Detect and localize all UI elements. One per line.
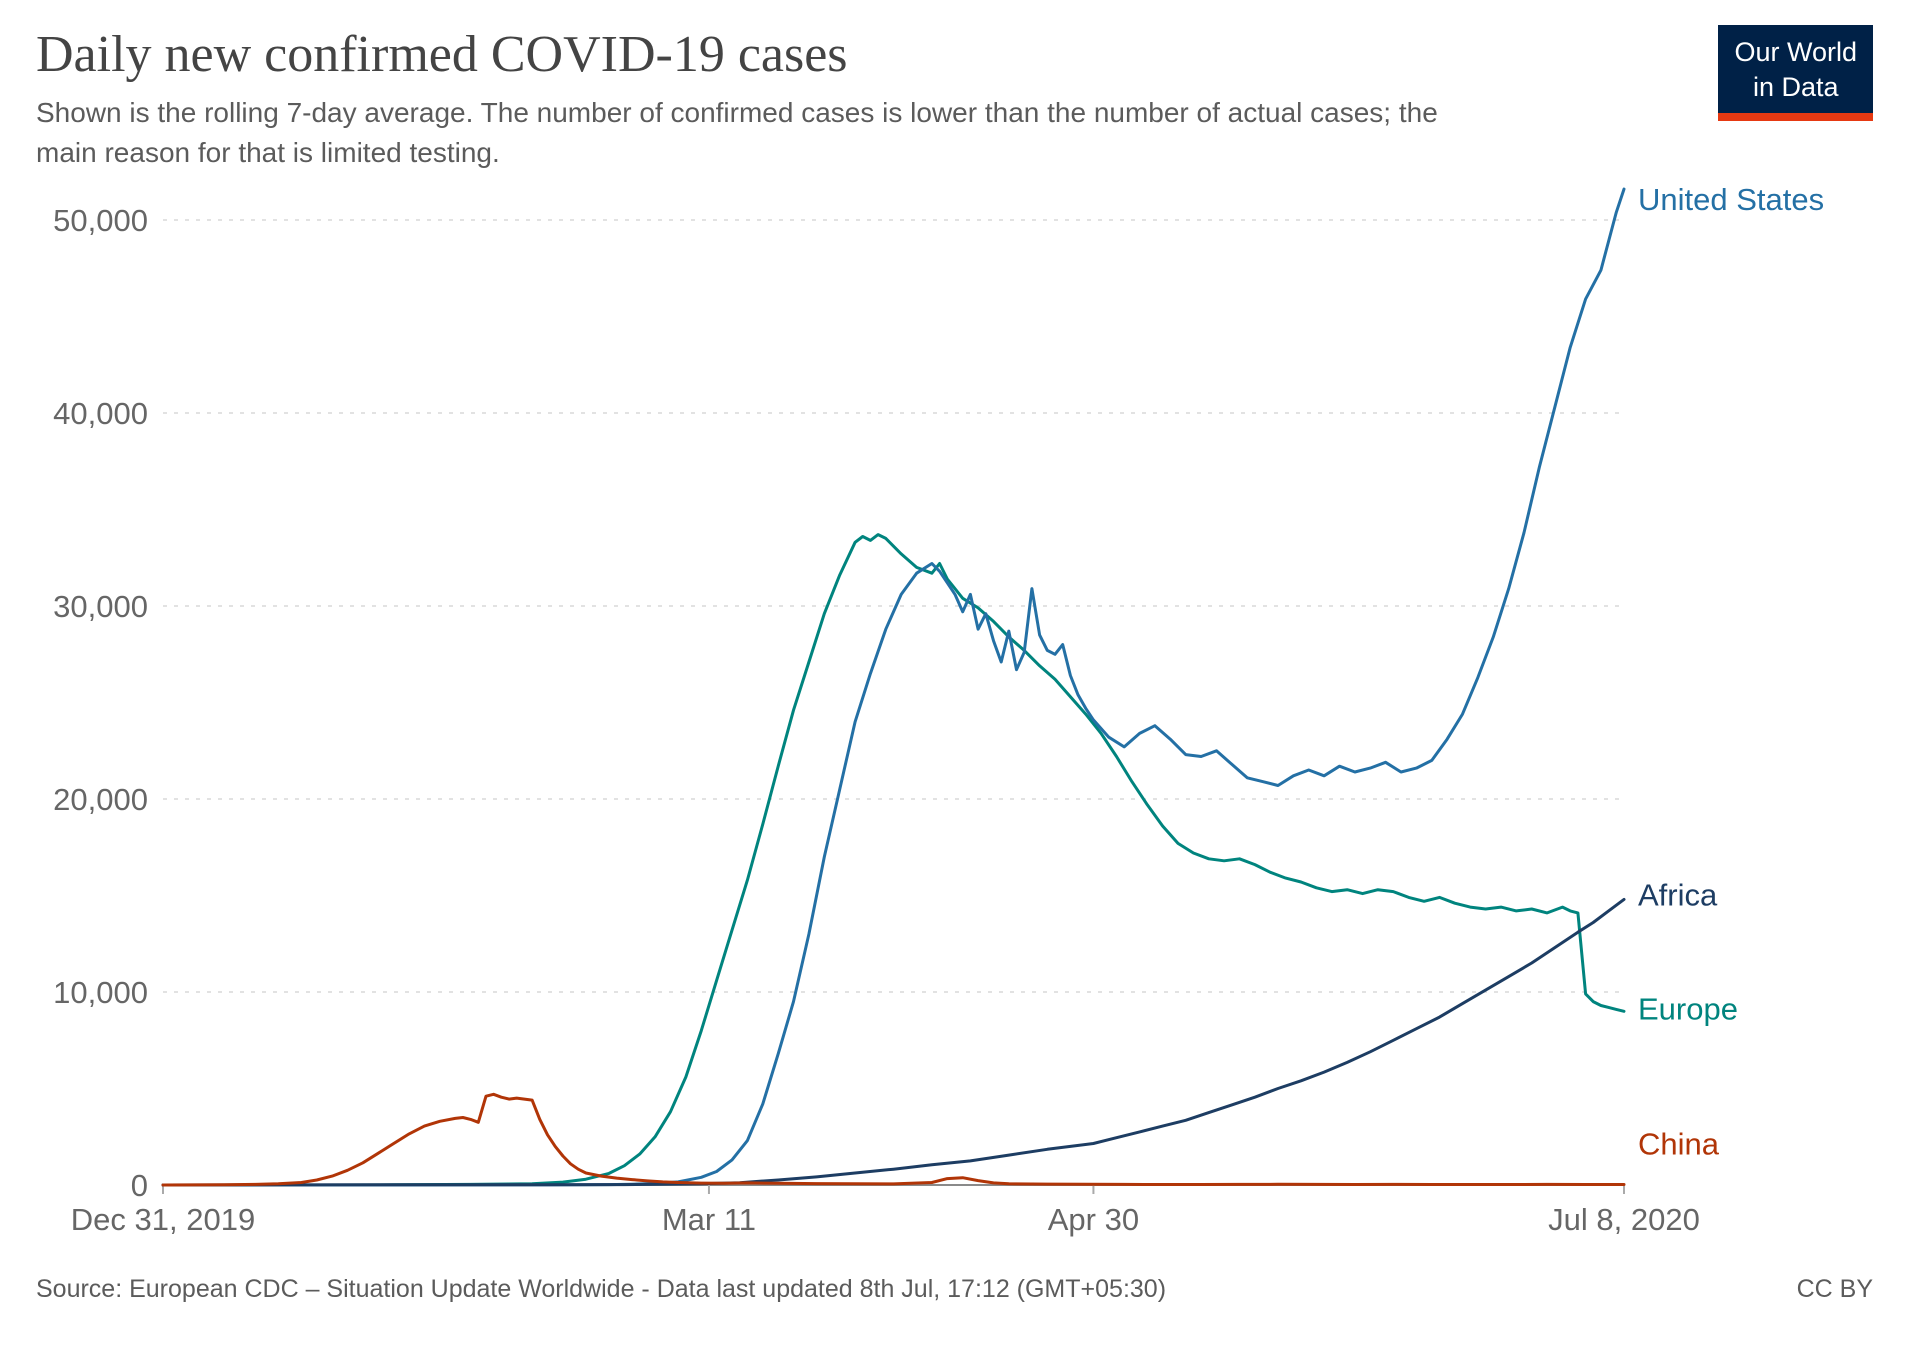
series-line-africa (161, 898, 1626, 1187)
series-line-china (161, 1093, 1626, 1187)
y-tick-label: 40,000 (53, 396, 148, 431)
y-tick-label: 50,000 (53, 203, 148, 238)
y-tick-label: 0 (131, 1168, 148, 1203)
y-tick-label: 10,000 (53, 975, 148, 1010)
series-line-united-states (161, 187, 1626, 1187)
y-tick-label: 30,000 (53, 589, 148, 624)
owid-logo-line2: in Data (1752, 72, 1839, 103)
owid-logo: Our World in Data (1718, 25, 1873, 122)
chart-header: Daily new confirmed COVID-19 cases Shown… (0, 25, 1909, 172)
x-tick-label: Dec 31, 2019 (71, 1202, 255, 1237)
series-label-europe: Europe (1638, 992, 1738, 1027)
series-label-china: China (1638, 1127, 1720, 1162)
series-label-united-states: United States (1638, 182, 1824, 217)
x-tick-label: Jul 8, 2020 (1548, 1202, 1700, 1237)
owid-logo-line1: Our World (1734, 37, 1857, 67)
chart-title: Daily new confirmed COVID-19 cases (36, 26, 848, 83)
series-label-africa: Africa (1638, 878, 1718, 913)
license-note: CC BY (1796, 1275, 1873, 1304)
y-tick-label: 20,000 (53, 782, 148, 817)
series-line-europe (161, 533, 1626, 1187)
chart-footer: Source: European CDC – Situation Update … (0, 1275, 1909, 1304)
x-tick-label: Apr 30 (1048, 1202, 1139, 1237)
source-note: Source: European CDC – Situation Update … (36, 1275, 1167, 1304)
chart-subtitle: Shown is the rolling 7-day average. The … (36, 96, 1438, 168)
chart-svg: 0 10,000 20,000 30,000 40,000 50,000 Dec 31, 2… (53, 182, 1824, 1237)
x-tick-label: Mar 11 (662, 1202, 756, 1237)
